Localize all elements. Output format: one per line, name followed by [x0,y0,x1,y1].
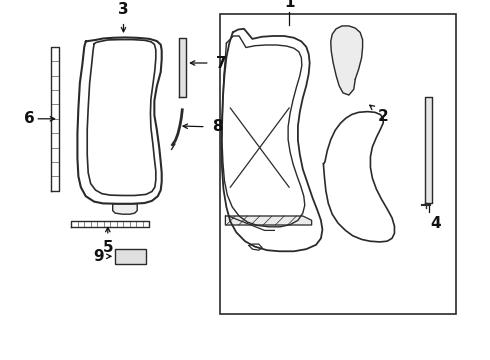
Polygon shape [225,216,312,225]
Bar [220,14,456,314]
Text: 2: 2 [377,109,388,125]
Text: 7: 7 [216,55,226,71]
Polygon shape [425,97,432,203]
Text: 1: 1 [284,0,294,10]
Text: 9: 9 [94,249,104,264]
Polygon shape [179,38,186,97]
Polygon shape [331,26,363,95]
Text: 4: 4 [430,216,441,231]
Text: 3: 3 [118,2,129,17]
Bar [115,249,146,264]
Text: 5: 5 [102,240,113,255]
Polygon shape [113,204,137,214]
Text: 6: 6 [24,111,35,126]
Text: 8: 8 [212,119,222,134]
